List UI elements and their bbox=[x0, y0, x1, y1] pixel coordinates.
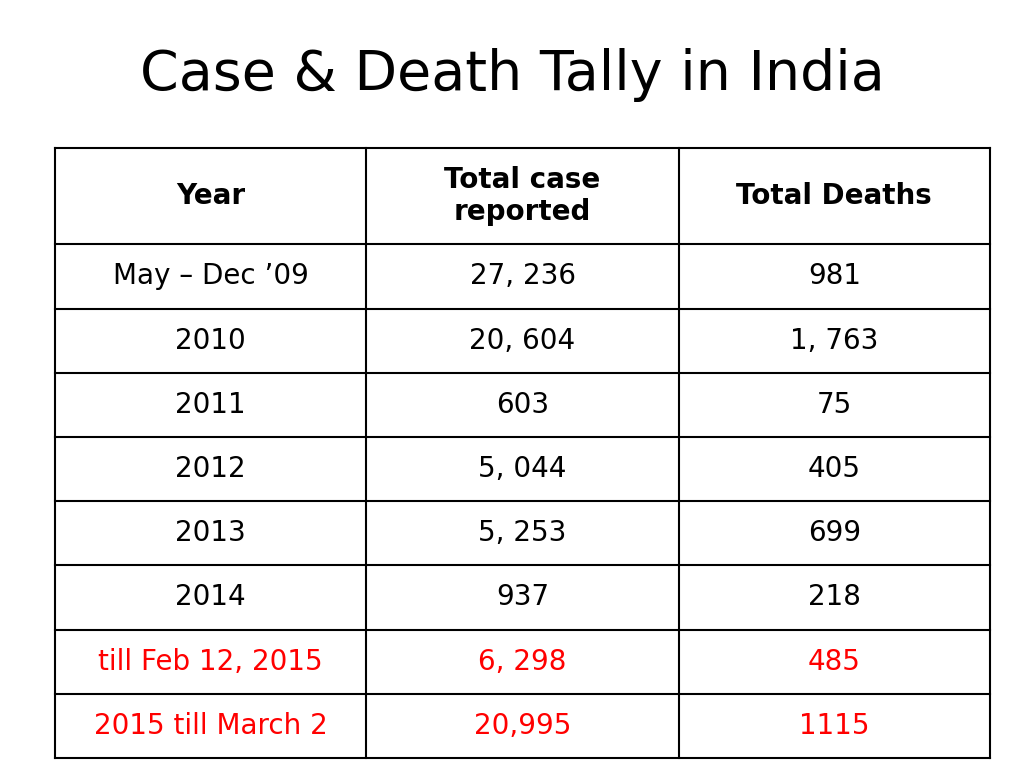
Text: 485: 485 bbox=[808, 647, 861, 676]
Text: till Feb 12, 2015: till Feb 12, 2015 bbox=[98, 647, 323, 676]
Text: 603: 603 bbox=[496, 391, 549, 419]
Text: 2011: 2011 bbox=[175, 391, 246, 419]
Text: 5, 253: 5, 253 bbox=[478, 519, 566, 548]
Text: 27, 236: 27, 236 bbox=[469, 263, 575, 290]
Text: May – Dec ’09: May – Dec ’09 bbox=[113, 263, 308, 290]
Text: 1, 763: 1, 763 bbox=[791, 326, 879, 355]
Text: Total Deaths: Total Deaths bbox=[736, 182, 932, 210]
Text: 981: 981 bbox=[808, 263, 861, 290]
Text: Year: Year bbox=[176, 182, 245, 210]
Text: 937: 937 bbox=[496, 584, 549, 611]
Text: 2010: 2010 bbox=[175, 326, 246, 355]
Text: 2014: 2014 bbox=[175, 584, 246, 611]
Text: 6, 298: 6, 298 bbox=[478, 647, 566, 676]
Text: 1115: 1115 bbox=[799, 712, 869, 740]
Text: 699: 699 bbox=[808, 519, 861, 548]
Text: 218: 218 bbox=[808, 584, 861, 611]
Text: 75: 75 bbox=[817, 391, 852, 419]
Text: Case & Death Tally in India: Case & Death Tally in India bbox=[139, 48, 885, 102]
Text: Total case
reported: Total case reported bbox=[444, 166, 601, 227]
Text: 20, 604: 20, 604 bbox=[469, 326, 575, 355]
Text: 405: 405 bbox=[808, 455, 861, 483]
Text: 5, 044: 5, 044 bbox=[478, 455, 566, 483]
Text: 2013: 2013 bbox=[175, 519, 246, 548]
Text: 2015 till March 2: 2015 till March 2 bbox=[94, 712, 328, 740]
Text: 2012: 2012 bbox=[175, 455, 246, 483]
Text: 20,995: 20,995 bbox=[474, 712, 571, 740]
